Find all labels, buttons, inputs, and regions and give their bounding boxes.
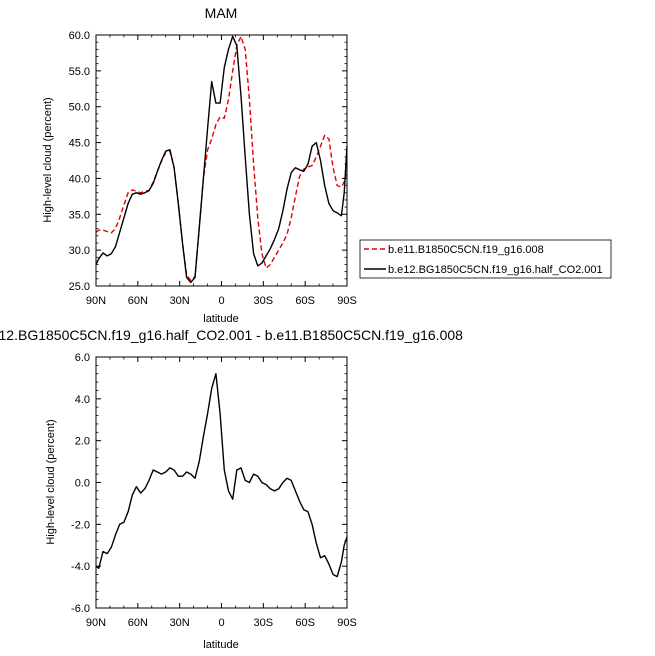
- bottom-panel: b.e12.BG1850C5CN.f19_g16.half_CO2.001 - …: [0, 327, 463, 651]
- bottom-y-tick-label: -4.0: [71, 561, 90, 573]
- top-x-tick-label: 30S: [254, 295, 274, 307]
- top-x-tick-label: 90N: [86, 295, 106, 307]
- top-y-tick-label: 40.0: [69, 173, 90, 185]
- top-x-tick-label: 60S: [295, 295, 315, 307]
- bottom-y-tick-label: 0.0: [75, 478, 90, 490]
- bottom-y-tick-label: 4.0: [75, 394, 90, 406]
- bottom-series-layer: [95, 373, 348, 578]
- top-series-layer: [95, 35, 348, 284]
- top-y-tick-label: 55.0: [69, 66, 90, 78]
- top-x-tick-label: 60N: [128, 295, 148, 307]
- bottom-plot-frame: [95, 356, 348, 609]
- top-x-tick-label: 0: [218, 295, 224, 307]
- bottom-x-tick-label: 60S: [295, 617, 315, 629]
- bottom-x-tick-label: 30S: [254, 617, 274, 629]
- bottom-x-axis-label: latitude: [203, 639, 238, 651]
- top-y-tick-label: 45.0: [69, 138, 90, 150]
- bottom-y-tick-label: 2.0: [75, 436, 90, 448]
- bottom-x-tick-label: 90S: [337, 617, 357, 629]
- top-y-tick-label: 50.0: [69, 102, 90, 114]
- top-y-axis-label: High-level cloud (percent): [42, 97, 54, 222]
- legend-label-control: b.e11.B1850C5CN.f19_g16.008: [388, 244, 544, 256]
- top-y-tick-label: 30.0: [69, 245, 90, 257]
- legend-box: [359, 239, 612, 279]
- top-title: MAM: [205, 5, 238, 21]
- bottom-x-tick-label: 90N: [86, 617, 106, 629]
- legend-label-half-co2: b.e12.BG1850C5CN.f19_g16.half_CO2.001: [388, 264, 603, 276]
- top-y-tick-label: 60.0: [69, 30, 90, 42]
- top-panel: MAM 90N 60N 30N 0 30S 60S 90S 25.0 30.0 35.0 40.0 4…: [42, 5, 357, 325]
- bottom-series-line-0: [95, 373, 348, 578]
- top-series-line-1: [95, 35, 348, 284]
- bottom-axis-ticks: 90N 60N 30N 0 30S 60S 90S -6.0 -4.0 -2.0 0.0 2.0 4.0…: [71, 352, 357, 629]
- bottom-x-tick-label: 60N: [128, 617, 148, 629]
- top-plot-frame: [95, 34, 348, 287]
- legend: b.e11.B1850C5CN.f19_g16.008 b.e12.BG1850…: [359, 239, 612, 279]
- bottom-x-tick-label: 0: [218, 617, 224, 629]
- top-x-tick-label: 30N: [170, 295, 190, 307]
- bottom-y-tick-label: 6.0: [75, 352, 90, 364]
- top-y-tick-label: 25.0: [69, 281, 90, 293]
- bottom-title: b.e12.BG1850C5CN.f19_g16.half_CO2.001 - …: [0, 327, 463, 343]
- top-y-tick-label: 35.0: [69, 209, 90, 221]
- bottom-y-tick-label: -6.0: [71, 603, 90, 615]
- top-x-tick-label: 90S: [337, 295, 357, 307]
- top-x-axis-label: latitude: [203, 313, 238, 325]
- bottom-x-tick-label: 30N: [170, 617, 190, 629]
- bottom-y-tick-label: -2.0: [71, 519, 90, 531]
- bottom-y-axis-label: High-level cloud (percent): [45, 419, 57, 544]
- top-axis-ticks: 90N 60N 30N 0 30S 60S 90S 25.0 30.0 35.0 40.0 45.0 5…: [69, 30, 357, 307]
